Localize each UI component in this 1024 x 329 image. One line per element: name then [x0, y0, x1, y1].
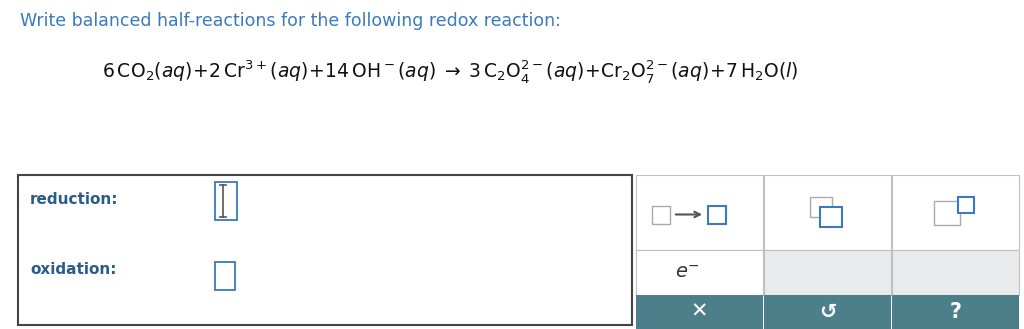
Bar — [764, 175, 891, 250]
Bar — [636, 295, 763, 329]
Text: reduction:: reduction: — [30, 192, 119, 207]
Bar — [652, 206, 670, 223]
Bar — [764, 295, 891, 329]
Bar — [810, 196, 831, 216]
Bar — [934, 200, 961, 224]
Bar — [820, 207, 842, 226]
Text: Write balanced half-reactions for the following redox reaction:: Write balanced half-reactions for the fo… — [20, 12, 561, 30]
Text: oxidation:: oxidation: — [30, 262, 117, 277]
Bar — [708, 206, 726, 223]
Bar — [636, 250, 763, 295]
Bar — [892, 250, 1019, 295]
Text: $e^{-}$: $e^{-}$ — [675, 263, 699, 282]
Text: ↺: ↺ — [819, 302, 837, 322]
Bar — [764, 250, 891, 295]
Bar — [892, 175, 1019, 250]
Text: ?: ? — [949, 302, 962, 322]
Bar — [892, 295, 1019, 329]
Bar — [636, 175, 763, 250]
Bar — [18, 175, 632, 325]
Text: $6\,\mathrm{CO_2}(aq)\!+\!2\,\mathrm{Cr^{3+}}(aq)\!+\!14\,\mathrm{OH^-}(aq)\;\ri: $6\,\mathrm{CO_2}(aq)\!+\!2\,\mathrm{Cr^… — [101, 58, 799, 85]
Text: ✕: ✕ — [691, 302, 709, 322]
Bar — [215, 262, 234, 290]
Bar — [958, 196, 974, 213]
Bar — [215, 182, 237, 220]
